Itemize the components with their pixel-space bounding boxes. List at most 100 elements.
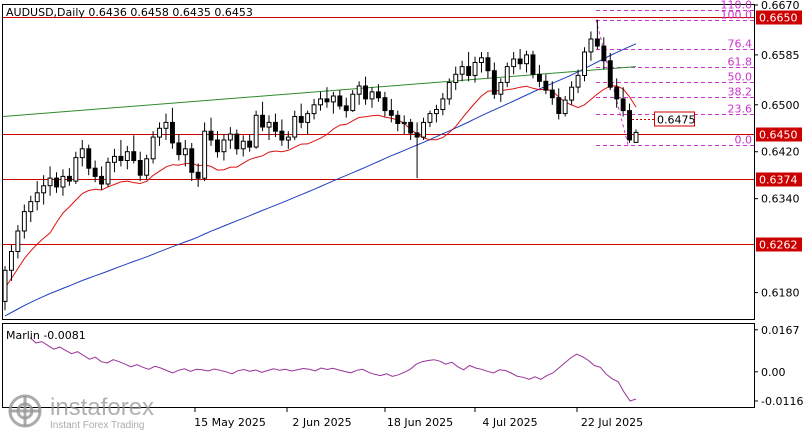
candle bbox=[67, 168, 72, 186]
price-tick-label: 0.6670 bbox=[761, 0, 800, 12]
ma-green-line bbox=[2, 66, 637, 118]
oscillator-panel-border bbox=[2, 323, 755, 408]
candle bbox=[356, 81, 362, 105]
candle bbox=[240, 135, 246, 157]
watermark-tagline: Instant Forex Trading bbox=[50, 420, 145, 431]
candle bbox=[273, 113, 278, 138]
candle bbox=[54, 172, 59, 193]
level-price-label-2: 0.6374 bbox=[759, 174, 798, 187]
candle bbox=[479, 51, 484, 73]
fib-label-0: 110.0 bbox=[721, 0, 753, 12]
candle bbox=[157, 122, 163, 146]
candle bbox=[202, 122, 208, 182]
candle bbox=[588, 31, 594, 61]
candle bbox=[434, 104, 439, 123]
level-price-label-1: 0.6450 bbox=[759, 129, 798, 142]
candle bbox=[472, 56, 478, 83]
candle bbox=[485, 51, 491, 79]
marker-label: 0.6475 bbox=[657, 114, 696, 127]
candle bbox=[41, 175, 47, 205]
watermark: instaforex Instant Forex Trading bbox=[6, 392, 206, 432]
osc-tick-label: 0.00 bbox=[761, 366, 786, 379]
marker-box bbox=[654, 111, 695, 127]
candle bbox=[324, 87, 330, 108]
ma-blue-line bbox=[4, 43, 637, 317]
candle bbox=[517, 49, 523, 70]
level-price-tag-1 bbox=[756, 127, 802, 142]
oscillator-title: Marlin -0.0081 bbox=[6, 329, 86, 342]
fib-label-5: 38.2 bbox=[728, 86, 753, 99]
time-tick-label: 4 Jul 2025 bbox=[482, 416, 537, 429]
candle bbox=[498, 78, 504, 102]
candle bbox=[440, 93, 446, 116]
candle bbox=[376, 84, 381, 102]
candle bbox=[137, 151, 143, 182]
candle bbox=[150, 131, 156, 164]
level-price-tag-0 bbox=[756, 10, 802, 25]
fib-label-7: 0.0 bbox=[735, 134, 753, 147]
price-tick-label: 0.6340 bbox=[761, 193, 800, 206]
candle bbox=[182, 139, 188, 167]
candle bbox=[124, 145, 130, 170]
candle bbox=[511, 51, 517, 75]
candles bbox=[2, 19, 639, 311]
candle bbox=[446, 78, 452, 105]
candle bbox=[388, 98, 394, 123]
fib-label-2: 76.4 bbox=[728, 38, 753, 51]
candle bbox=[279, 119, 285, 146]
candle bbox=[163, 113, 169, 140]
candle bbox=[176, 134, 182, 161]
candle bbox=[337, 90, 343, 110]
candle bbox=[99, 166, 104, 190]
time-tick-label: 18 Jun 2025 bbox=[387, 416, 453, 429]
candle bbox=[543, 74, 549, 95]
candle bbox=[298, 103, 304, 129]
price-axis: 0.6670 0.6585 0.6500 0.6420 0.6340 0.6180 bbox=[754, 0, 800, 300]
candle bbox=[195, 163, 201, 187]
fib-label-6: 23.6 bbox=[728, 103, 753, 116]
candle bbox=[414, 122, 420, 179]
level-price-label-0: 0.6650 bbox=[759, 12, 798, 25]
moving-averages bbox=[2, 43, 637, 317]
fib-label-3: 61.8 bbox=[728, 56, 753, 69]
candle bbox=[466, 51, 472, 82]
candle bbox=[227, 127, 233, 149]
candle bbox=[530, 50, 536, 79]
level-price-tag-3 bbox=[756, 237, 802, 252]
candle bbox=[247, 134, 253, 152]
candle bbox=[47, 166, 53, 196]
price-tick-label: 0.6585 bbox=[761, 49, 800, 62]
candle bbox=[633, 129, 639, 143]
candle bbox=[569, 81, 575, 105]
candle bbox=[73, 151, 79, 185]
osc-tick-label: -0.0116 bbox=[761, 395, 803, 408]
candle bbox=[453, 66, 459, 91]
candle bbox=[421, 117, 427, 140]
candle bbox=[92, 160, 98, 183]
candle bbox=[575, 69, 581, 94]
candle bbox=[144, 154, 150, 180]
candle bbox=[266, 115, 272, 140]
candle bbox=[601, 37, 607, 70]
candle bbox=[382, 91, 388, 117]
candle bbox=[363, 76, 369, 105]
time-axis: 15 May 2025 2 Jun 2025 18 Jun 2025 4 Jul 20… bbox=[194, 408, 643, 429]
candle bbox=[556, 88, 562, 120]
chart-title: AUDUSD,Daily 0.6436 0.6458 0.6435 0.6453 bbox=[6, 6, 253, 19]
candle bbox=[28, 195, 34, 223]
candle bbox=[401, 115, 407, 135]
candle bbox=[60, 169, 66, 196]
candle bbox=[562, 95, 568, 117]
marlin-line bbox=[29, 337, 637, 402]
candle bbox=[459, 60, 465, 82]
marlin-oscillator: 0.0167 0.00 -0.0116 bbox=[29, 324, 803, 408]
candle bbox=[607, 53, 613, 91]
main-panel-border bbox=[2, 4, 755, 320]
level-price-tag-2 bbox=[756, 172, 802, 187]
candle bbox=[215, 131, 220, 158]
candle bbox=[208, 117, 214, 146]
candle bbox=[2, 266, 8, 311]
ma-red-line bbox=[4, 85, 637, 289]
